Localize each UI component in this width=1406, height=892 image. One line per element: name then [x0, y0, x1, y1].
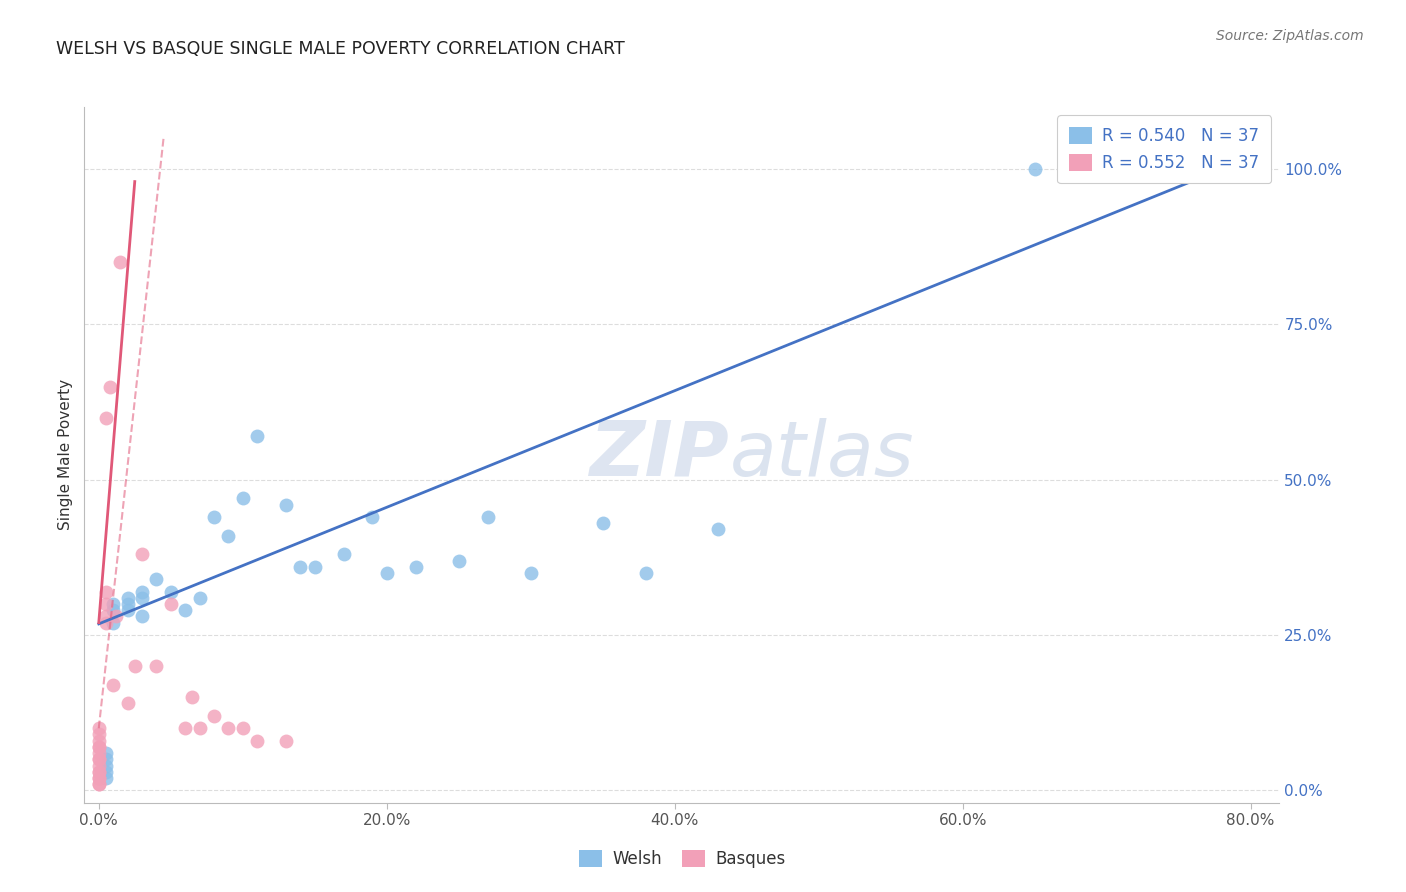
Point [124, 659, 146, 673]
Point [274, 498, 297, 512]
Point [87, 777, 110, 791]
Point [87, 727, 110, 741]
Point [87, 752, 110, 766]
Point [94, 746, 117, 760]
Text: WELSH VS BASQUE SINGLE MALE POVERTY CORRELATION CHART: WELSH VS BASQUE SINGLE MALE POVERTY CORR… [56, 40, 626, 58]
Point [447, 553, 470, 567]
Text: atlas: atlas [730, 418, 914, 491]
Point [87, 739, 110, 754]
Point [159, 584, 181, 599]
Point [232, 721, 254, 735]
Point [145, 572, 167, 586]
Point [87, 746, 110, 760]
Point [246, 733, 269, 747]
Point [105, 609, 128, 624]
Point [101, 615, 124, 630]
Point [217, 721, 239, 735]
Point [87, 771, 110, 785]
Point [94, 597, 117, 611]
Point [246, 429, 269, 443]
Point [87, 739, 110, 754]
Text: ZIP: ZIP [591, 418, 730, 491]
Point [188, 721, 211, 735]
Point [98, 379, 121, 393]
Point [87, 764, 110, 779]
Point [332, 547, 354, 561]
Point [94, 609, 117, 624]
Point [304, 559, 326, 574]
Point [477, 510, 499, 524]
Point [110, 255, 132, 269]
Point [94, 615, 117, 630]
Point [94, 752, 117, 766]
Point [101, 603, 124, 617]
Point [1139, 162, 1161, 177]
Point [117, 697, 139, 711]
Point [290, 559, 312, 574]
Point [94, 410, 117, 425]
Point [131, 547, 153, 561]
Point [188, 591, 211, 605]
Point [405, 559, 427, 574]
Point [87, 758, 110, 772]
Point [232, 491, 254, 506]
Point [174, 603, 197, 617]
Point [87, 752, 110, 766]
Point [87, 764, 110, 779]
Point [117, 591, 139, 605]
Point [181, 690, 204, 705]
Point [707, 523, 730, 537]
Point [202, 708, 225, 723]
Point [1024, 162, 1046, 177]
Point [94, 771, 117, 785]
Point [361, 510, 384, 524]
Point [174, 721, 197, 735]
Point [117, 597, 139, 611]
Point [217, 529, 239, 543]
Point [519, 566, 541, 580]
Point [94, 764, 117, 779]
Point [87, 721, 110, 735]
Point [202, 510, 225, 524]
Point [94, 758, 117, 772]
Point [634, 566, 657, 580]
Point [131, 591, 153, 605]
Point [101, 678, 124, 692]
Point [159, 597, 181, 611]
Point [145, 659, 167, 673]
Point [94, 584, 117, 599]
Point [101, 597, 124, 611]
Legend: Welsh, Basques: Welsh, Basques [572, 843, 792, 874]
Point [131, 584, 153, 599]
Point [375, 566, 398, 580]
Point [131, 609, 153, 624]
Point [117, 603, 139, 617]
Point [87, 771, 110, 785]
Y-axis label: Single Male Poverty: Single Male Poverty [58, 379, 73, 531]
Text: Source: ZipAtlas.com: Source: ZipAtlas.com [1216, 29, 1364, 43]
Point [87, 733, 110, 747]
Point [274, 733, 297, 747]
Point [592, 516, 614, 531]
Point [87, 777, 110, 791]
